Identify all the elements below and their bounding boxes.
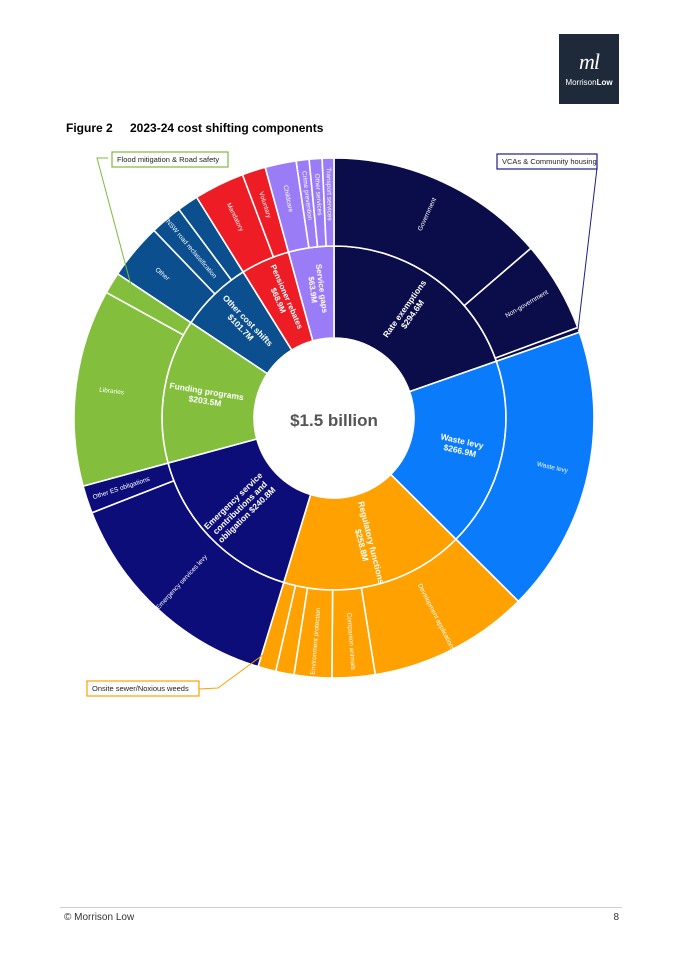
outer-label-libraries: Libraries bbox=[99, 387, 125, 397]
callout-vcas-community-housing: VCAs & Community housing bbox=[496, 153, 598, 331]
logo-mark: ml bbox=[579, 49, 600, 74]
outer-label-other-services: Other services bbox=[313, 173, 323, 216]
figure-title: 2023-24 cost shifting components bbox=[130, 121, 324, 135]
callout-vcas-community-housing-text: VCAs & Community housing bbox=[502, 157, 597, 166]
outer-label-companion-animals: Companion animals bbox=[345, 612, 356, 671]
logo-brand-text: MorrisonLow bbox=[565, 78, 613, 87]
callout-flood-mitigation-road-safety: Flood mitigation & Road safety bbox=[96, 151, 229, 305]
figure-label: Figure 2 bbox=[66, 121, 113, 135]
callout-onsite-sewer-noxious-weeds-leader bbox=[198, 645, 276, 690]
callout-flood-mitigation-road-safety-text: Flood mitigation & Road safety bbox=[117, 155, 219, 164]
figure-caption: Figure 2 2023-24 cost shifting components bbox=[66, 121, 323, 135]
footer-copyright: © Morrison Low bbox=[64, 912, 135, 923]
callout-flood-mitigation-road-safety-leader bbox=[96, 157, 137, 305]
callout-onsite-sewer-noxious-weeds-box bbox=[86, 680, 200, 697]
outer-segment-transport-services bbox=[321, 157, 335, 248]
callout-vcas-community-housing-box bbox=[496, 153, 598, 170]
callout-onsite-sewer-noxious-weeds-text: Onsite sewer/Noxious weeds bbox=[92, 684, 189, 693]
footer-divider bbox=[60, 907, 622, 908]
callout-onsite-sewer-noxious-weeds: Onsite sewer/Noxious weeds bbox=[86, 645, 276, 697]
footer-page-number: 8 bbox=[613, 912, 619, 923]
callout-vcas-community-housing-leader bbox=[577, 161, 598, 331]
outer-ring bbox=[73, 157, 595, 679]
morrison-low-logo: ml MorrisonLow bbox=[559, 34, 619, 104]
callout-flood-mitigation-road-safety-box bbox=[111, 151, 229, 168]
center-total-label: $1.5 billion bbox=[290, 411, 378, 430]
callouts: Flood mitigation & Road safety VCAs & Com… bbox=[86, 151, 598, 697]
outer-label-transport-services: Transport services bbox=[325, 167, 333, 221]
